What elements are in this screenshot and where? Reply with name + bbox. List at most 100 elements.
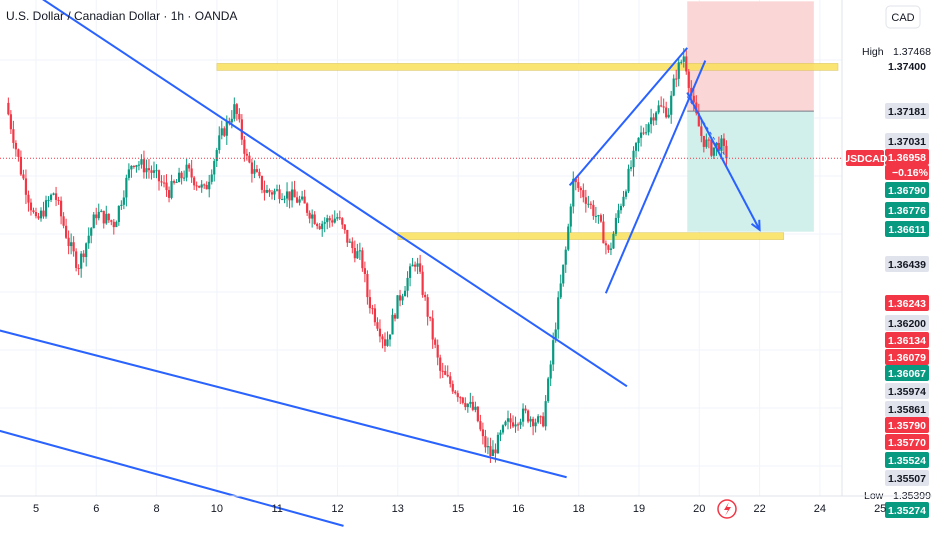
candle-body [383,339,387,346]
candle-body [712,147,715,156]
price-label-bg [885,332,929,348]
candle-body [117,206,120,223]
candle-body [203,184,206,186]
price-label-text: 1.36079 [888,352,926,364]
candle-body [39,210,43,219]
price-labels: 1.37400 1.37181 1.37031 1.36958 1.36790 1.367… [885,61,929,518]
candle-body [619,205,623,211]
candle-body [722,138,726,146]
time-tick-label: 25 [874,503,886,515]
price-label: 1.36067 [885,365,929,381]
time-tick-label: 24 [814,503,826,515]
candle-body [511,422,515,427]
candle-body [180,172,183,179]
price-label: 1.35507 [885,470,929,486]
price-label-bg [885,133,929,149]
candle-body [341,218,344,225]
candle-body [9,114,12,130]
candle-body [662,106,665,108]
candle-body [655,112,658,121]
candle-body [539,416,542,418]
candle-body [685,56,688,72]
candle-body [569,206,572,227]
candle-body [358,250,361,252]
candle-body [348,241,351,243]
candle-body [313,214,316,224]
candle-body [499,432,502,435]
candle-body [59,200,63,217]
price-label: 1.36079 [885,349,929,365]
projection-arrow-head [750,219,761,232]
price-label-text: 1.36790 [888,185,926,197]
candle-body [702,135,705,147]
candle-body [456,393,459,398]
candle-body [162,182,166,184]
candle-body [208,181,211,190]
candle-body [431,318,434,340]
price-label-text: 1.37031 [888,136,926,148]
candle-body [444,370,447,375]
candle-body [145,168,148,173]
candle-body [85,243,88,258]
time-tick-label: 19 [633,503,645,515]
candle-body [670,95,673,115]
price-label-bg [885,452,929,468]
candle-body [220,128,223,136]
candle-body [155,170,158,172]
candle-body [401,296,404,301]
time-tick-label: 13 [392,503,404,515]
candle-body [388,334,392,340]
time-tick-label: 5 [33,503,39,515]
candle-body [479,421,482,430]
lightning-alert-icon[interactable] [717,499,737,519]
candle-body [253,169,256,174]
currency-button[interactable]: CAD [885,5,921,29]
candle-body [680,61,683,63]
candle-body [303,196,306,204]
candle-body [130,165,133,170]
candle-body [177,172,181,183]
candle-body [80,253,83,269]
candle-body [160,181,163,183]
candle-body [135,165,138,167]
candle-body [92,214,95,229]
candle-body [491,449,495,457]
price-label: 1.37031 [885,133,929,149]
chart-title: U.S. Dollar / Canadian Dollar · 1h · OAN… [6,9,237,23]
candle-body [579,187,582,191]
candle-body [218,135,221,151]
candle-body [97,211,100,219]
candle-body [469,401,472,404]
candle-body [102,210,105,224]
candle-body [57,199,60,201]
candle-body [602,221,605,244]
candle-body [416,263,419,267]
candle-body [454,391,457,394]
candle-body [263,189,266,193]
candle-body [424,294,427,298]
candle-body [677,62,680,79]
wedge-upper-line [568,47,688,187]
candle-body [516,424,520,426]
candle-body [260,175,264,190]
candle-body [248,155,251,163]
candle-body [559,283,562,298]
price-label-text: 1.37181 [888,106,926,118]
candle-body [529,418,532,422]
candle-body [414,264,417,267]
last-change: −0.16% [892,167,929,179]
price-label: 1.36439 [885,256,929,272]
candle-body [34,212,38,217]
price-label: 1.36611 [885,221,929,237]
candle-body [451,383,454,392]
candle-body [720,138,723,151]
candle-body [230,118,233,123]
candle-body [574,178,577,183]
candle-body [549,364,552,379]
candle-body [336,217,339,219]
candle-body [481,429,484,437]
price-label-bg [885,401,929,417]
candle-body [614,217,618,234]
time-tick-label: 6 [93,503,99,515]
